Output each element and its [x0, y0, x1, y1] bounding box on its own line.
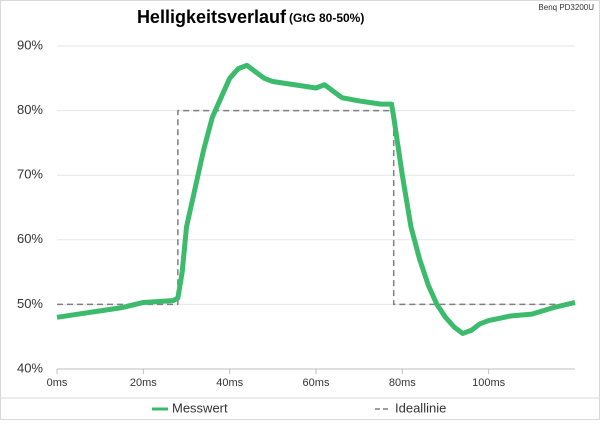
x-tick-label: 80ms: [389, 377, 416, 389]
legend-label: Ideallinie: [395, 400, 446, 415]
y-tick-label: 50%: [17, 296, 43, 311]
x-tick-label: 20ms: [130, 377, 157, 389]
y-tick-label: 90%: [17, 37, 43, 52]
y-tick-label: 70%: [17, 167, 43, 182]
y-tick-label: 80%: [17, 102, 43, 117]
series-line: [57, 109, 575, 306]
series-line: [56, 62, 576, 336]
x-tick-label: 100ms: [472, 377, 506, 389]
chart-title: Helligkeitsverlauf: [137, 7, 287, 27]
x-tick-label: 0ms: [47, 377, 68, 389]
legend-label: Messwert: [172, 400, 228, 415]
y-tick-label: 40%: [17, 360, 43, 375]
chart-subtitle: (GtG 80-50%): [289, 11, 364, 25]
x-tick-label: 40ms: [216, 377, 243, 389]
y-tick-label: 60%: [17, 231, 43, 246]
source-note: Benq PD3200U: [538, 3, 594, 12]
x-tick-label: 60ms: [303, 377, 330, 389]
